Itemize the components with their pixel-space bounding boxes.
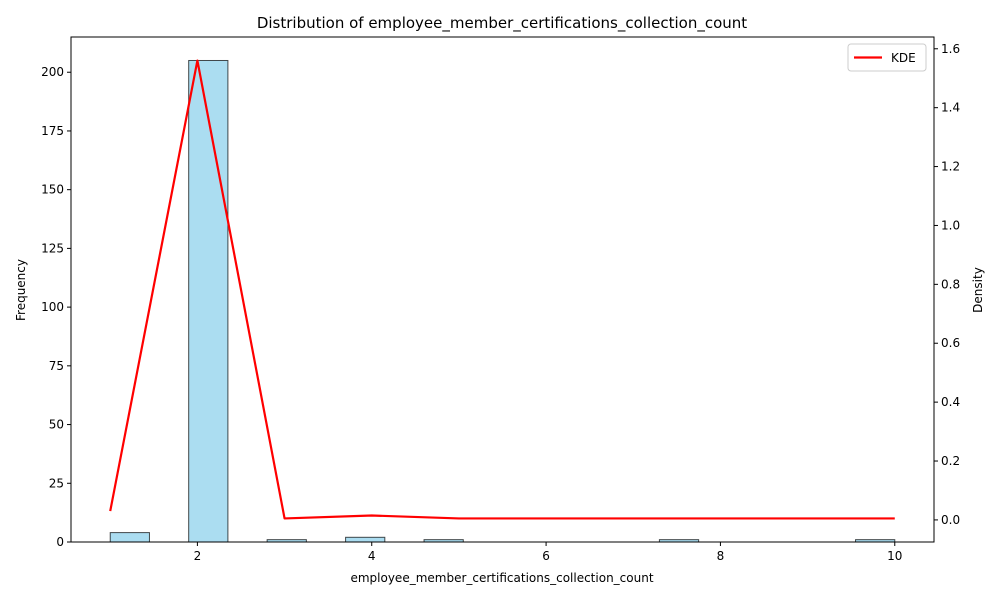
y2-axis-ticks: 0.0 0.2 0.4 0.6 0.8 1.0 1.2 1.4 1.6 xyxy=(934,42,960,527)
y2-tick-label: 1.2 xyxy=(941,160,960,174)
x-axis-label: employee_member_certifications_collectio… xyxy=(350,571,653,585)
x-tick-label: 2 xyxy=(194,549,202,563)
histogram-bar xyxy=(109,532,150,543)
x-tick-label: 10 xyxy=(887,549,902,563)
plot-frame xyxy=(70,36,935,543)
y2-tick-label: 0.6 xyxy=(941,336,960,350)
y2-tick-label: 1.0 xyxy=(941,218,960,232)
y-axis-label: Frequency xyxy=(14,259,28,321)
y2-tick-label: 0.8 xyxy=(941,277,960,291)
x-axis-ticks: 2 4 6 8 10 xyxy=(194,542,902,563)
y-tick-label: 50 xyxy=(49,418,64,432)
y-tick-label: 125 xyxy=(41,241,64,255)
y-axis-ticks: 0 25 50 75 100 125 150 175 200 xyxy=(41,65,71,549)
y-tick-label: 150 xyxy=(41,183,64,197)
y2-tick-label: 0.4 xyxy=(941,395,960,409)
y2-axis-label: Density xyxy=(971,267,985,313)
x-tick-label: 6 xyxy=(542,549,550,563)
y2-tick-label: 0.0 xyxy=(941,513,960,527)
y2-tick-label: 1.4 xyxy=(941,101,960,115)
chart-title: Distribution of employee_member_certific… xyxy=(257,14,747,33)
y-tick-label: 25 xyxy=(49,476,64,490)
legend-kde-label: KDE xyxy=(891,51,916,65)
legend-box xyxy=(847,43,927,72)
y2-tick-label: 1.6 xyxy=(941,42,960,56)
y-tick-label: 75 xyxy=(49,359,64,373)
y2-tick-label: 0.2 xyxy=(941,454,960,468)
y-tick-label: 100 xyxy=(41,300,64,314)
kde-line xyxy=(109,59,895,520)
y-tick-label: 200 xyxy=(41,65,64,79)
y-tick-label: 0 xyxy=(56,535,64,549)
histogram-bars xyxy=(109,59,896,543)
histogram-bar xyxy=(345,536,386,543)
x-tick-label: 4 xyxy=(368,549,376,563)
kde-line-group xyxy=(109,59,895,520)
x-tick-label: 8 xyxy=(717,549,725,563)
legend: KDE xyxy=(847,43,927,72)
histogram-bar xyxy=(188,59,229,543)
y-tick-label: 175 xyxy=(41,124,64,138)
